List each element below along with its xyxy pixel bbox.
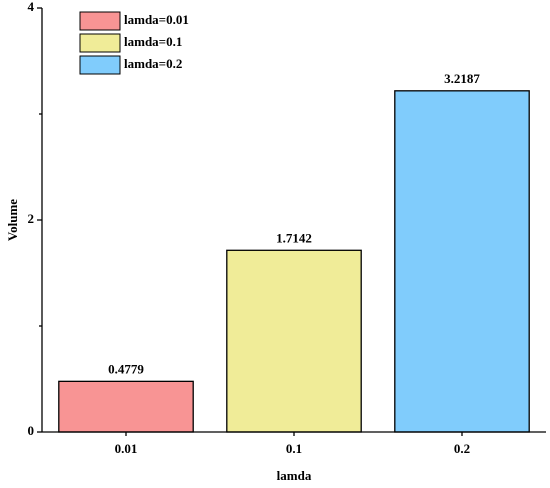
- x-axis-label: lamda: [277, 468, 312, 483]
- legend-label: lamda=0.01: [124, 12, 189, 27]
- x-tick-label: 0.2: [454, 441, 470, 456]
- x-tick-label: 0.1: [286, 441, 302, 456]
- data-label: 1.7142: [276, 230, 312, 245]
- x-tick-label: 0.01: [115, 441, 138, 456]
- legend-swatch: [79, 33, 121, 53]
- legend-label: lamda=0.1: [124, 34, 182, 49]
- y-tick-label: 2: [28, 211, 35, 226]
- legend-swatch: [79, 11, 121, 31]
- legend-label: lamda=0.2: [124, 56, 182, 71]
- y-axis-label: Volume: [5, 199, 20, 241]
- data-label: 3.2187: [444, 71, 480, 86]
- bar: [226, 249, 362, 433]
- y-tick-label: 0: [28, 423, 35, 438]
- data-label: 0.4779: [108, 361, 144, 376]
- y-tick-label: 4: [28, 0, 35, 14]
- bar: [58, 380, 194, 433]
- legend-swatch: [79, 55, 121, 75]
- bar: [394, 90, 530, 433]
